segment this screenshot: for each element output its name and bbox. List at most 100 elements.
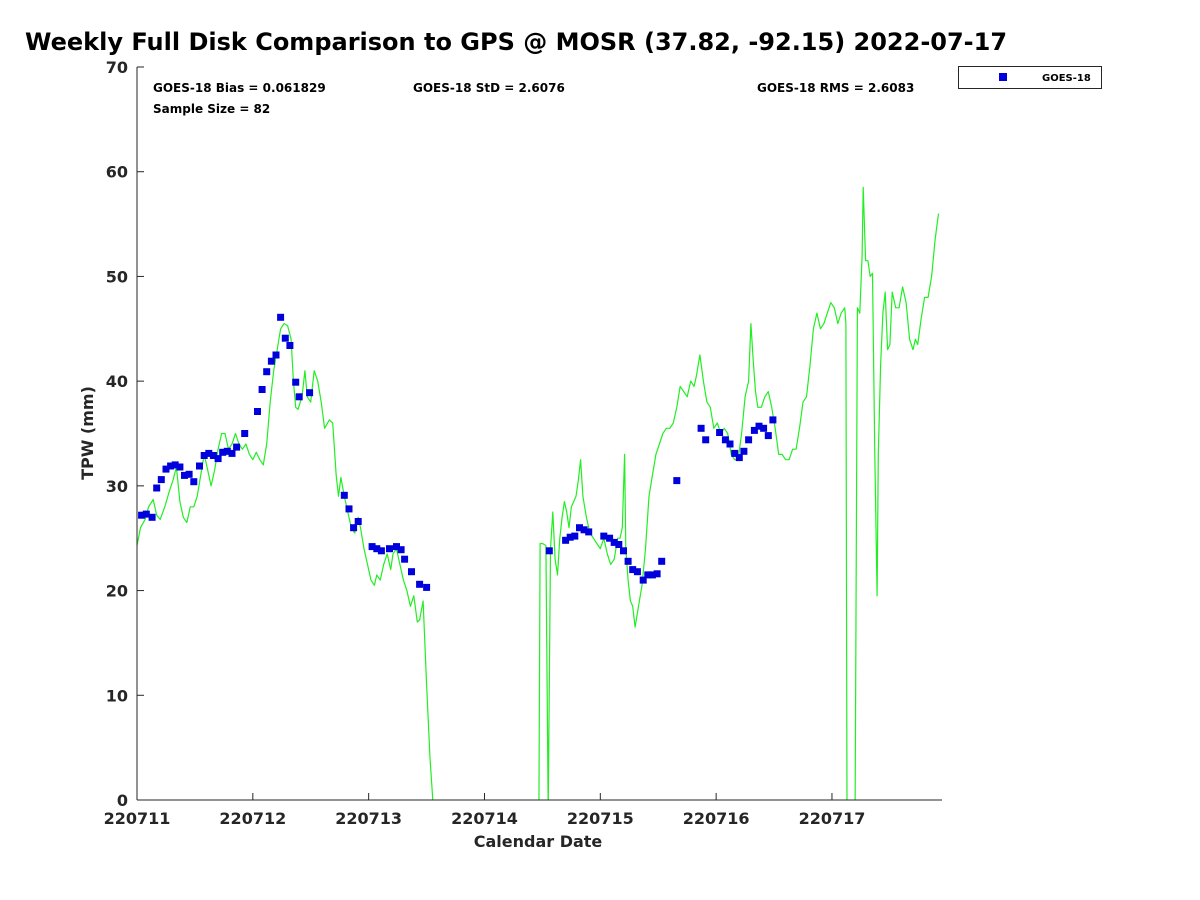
goes18-point [397, 546, 405, 554]
stats-annotations: GOES-18 Bias = 0.061829 GOES-18 StD = 2.… [153, 81, 914, 116]
goes18-point [286, 342, 294, 349]
y-tick-label: 50 [106, 267, 128, 286]
legend-box [958, 66, 1102, 89]
goes18-point [764, 432, 772, 440]
goes18-point [176, 463, 184, 471]
goes18-point [566, 533, 574, 541]
goes18-point [769, 416, 777, 424]
x-tick-label: 220712 [219, 809, 286, 828]
goes18-point [281, 334, 289, 342]
goes18-point [401, 555, 409, 563]
goes18-point [254, 408, 261, 415]
x-ticks: 220711 220712 220713 220714 220715 220716 2207… [104, 793, 866, 828]
goes18-point [258, 386, 266, 393]
goes18-point [620, 547, 627, 555]
goes18-point [377, 547, 385, 555]
y-tick-label: 10 [106, 686, 128, 705]
x-tick-label: 220711 [104, 809, 171, 828]
goes18-point [263, 368, 271, 376]
goes18-point [162, 465, 170, 473]
std-annotation: GOES-18 StD = 2.6076 [413, 81, 565, 95]
goes18-point [233, 443, 241, 451]
x-tick-label: 220713 [335, 809, 402, 828]
goes18-point [157, 476, 165, 484]
goes18-point [209, 452, 217, 459]
goes18-point [148, 513, 156, 521]
y-tick-label: 60 [106, 163, 128, 182]
goes18-point [142, 510, 150, 518]
gps-line-segment [137, 323, 434, 800]
goes18-point [576, 524, 583, 532]
goes18-point [606, 534, 614, 542]
y-axis-label: TPW (mm) [78, 386, 97, 480]
goes18-point [223, 447, 231, 455]
goes18-point [633, 568, 641, 576]
y-tick-label: 70 [106, 58, 128, 77]
goes18-point [241, 430, 249, 437]
goes18-point [214, 455, 222, 463]
goes18-point [716, 429, 724, 436]
goes18-point [171, 461, 179, 469]
legend-goes18-label: GOES-18 [1042, 73, 1091, 84]
goes18-point [196, 462, 203, 470]
chart-title: Weekly Full Disk Comparison to GPS @ MOS… [25, 28, 1008, 56]
goes18-point [190, 478, 198, 486]
goes18-point [600, 532, 608, 540]
goes18-point [610, 538, 618, 546]
goes18-point [354, 518, 362, 525]
goes18-point [200, 452, 208, 459]
goes18-point [267, 357, 275, 365]
y-ticks: 0 10 20 30 40 50 60 70 [106, 58, 144, 810]
goes18-point [726, 440, 734, 448]
goes18-point [750, 426, 758, 434]
goes18-point [153, 484, 161, 492]
legend-goes18-marker [999, 73, 1007, 81]
goes18-point [624, 557, 632, 565]
goes18-point [740, 447, 748, 455]
rms-annotation: GOES-18 RMS = 2.6083 [757, 81, 914, 95]
goes18-point [648, 571, 656, 579]
goes18-point [386, 545, 393, 553]
goes18-point [585, 528, 593, 536]
goes18-point [272, 351, 280, 359]
goes18-point [345, 505, 353, 513]
y-tick-label: 20 [106, 582, 128, 601]
y-tick-label: 0 [117, 791, 128, 810]
goes18-point [423, 583, 431, 591]
goes18-point [185, 470, 193, 478]
axes: 220711 220712 220713 220714 220715 220716 2207… [104, 58, 942, 828]
goes18-point [658, 557, 666, 565]
goes18-point [340, 491, 348, 499]
goes18-point [373, 545, 381, 553]
goes18-point [562, 536, 570, 544]
gps-line-layer [137, 186, 940, 800]
x-tick-label: 220716 [683, 809, 750, 828]
goes18-point [735, 454, 743, 462]
goes18-point [181, 471, 188, 479]
goes18-point [277, 313, 285, 321]
x-tick-label: 220717 [799, 809, 866, 828]
x-tick-label: 220715 [567, 809, 634, 828]
goes18-point [673, 477, 681, 485]
goes18-point [580, 526, 588, 534]
goes18-point [629, 566, 637, 574]
goes18-point [702, 436, 710, 444]
goes18-point [167, 462, 175, 470]
gps-line-segment [854, 186, 940, 800]
goes18-point [408, 568, 415, 576]
goes18-point [644, 571, 652, 579]
goes18-point [721, 436, 729, 444]
goes18-point [393, 543, 400, 551]
goes18-point [760, 424, 768, 432]
goes18-point [731, 449, 739, 457]
goes18-point [138, 511, 146, 519]
goes18-point [306, 389, 314, 397]
goes18-point [219, 448, 227, 456]
y-tick-label: 40 [106, 372, 128, 391]
goes18-point [639, 576, 647, 584]
legend: GOES-18 [958, 66, 1102, 89]
goes18-point [571, 532, 579, 540]
goes18-point [205, 449, 213, 457]
goes18-point [295, 393, 303, 401]
goes18-point [545, 547, 553, 555]
